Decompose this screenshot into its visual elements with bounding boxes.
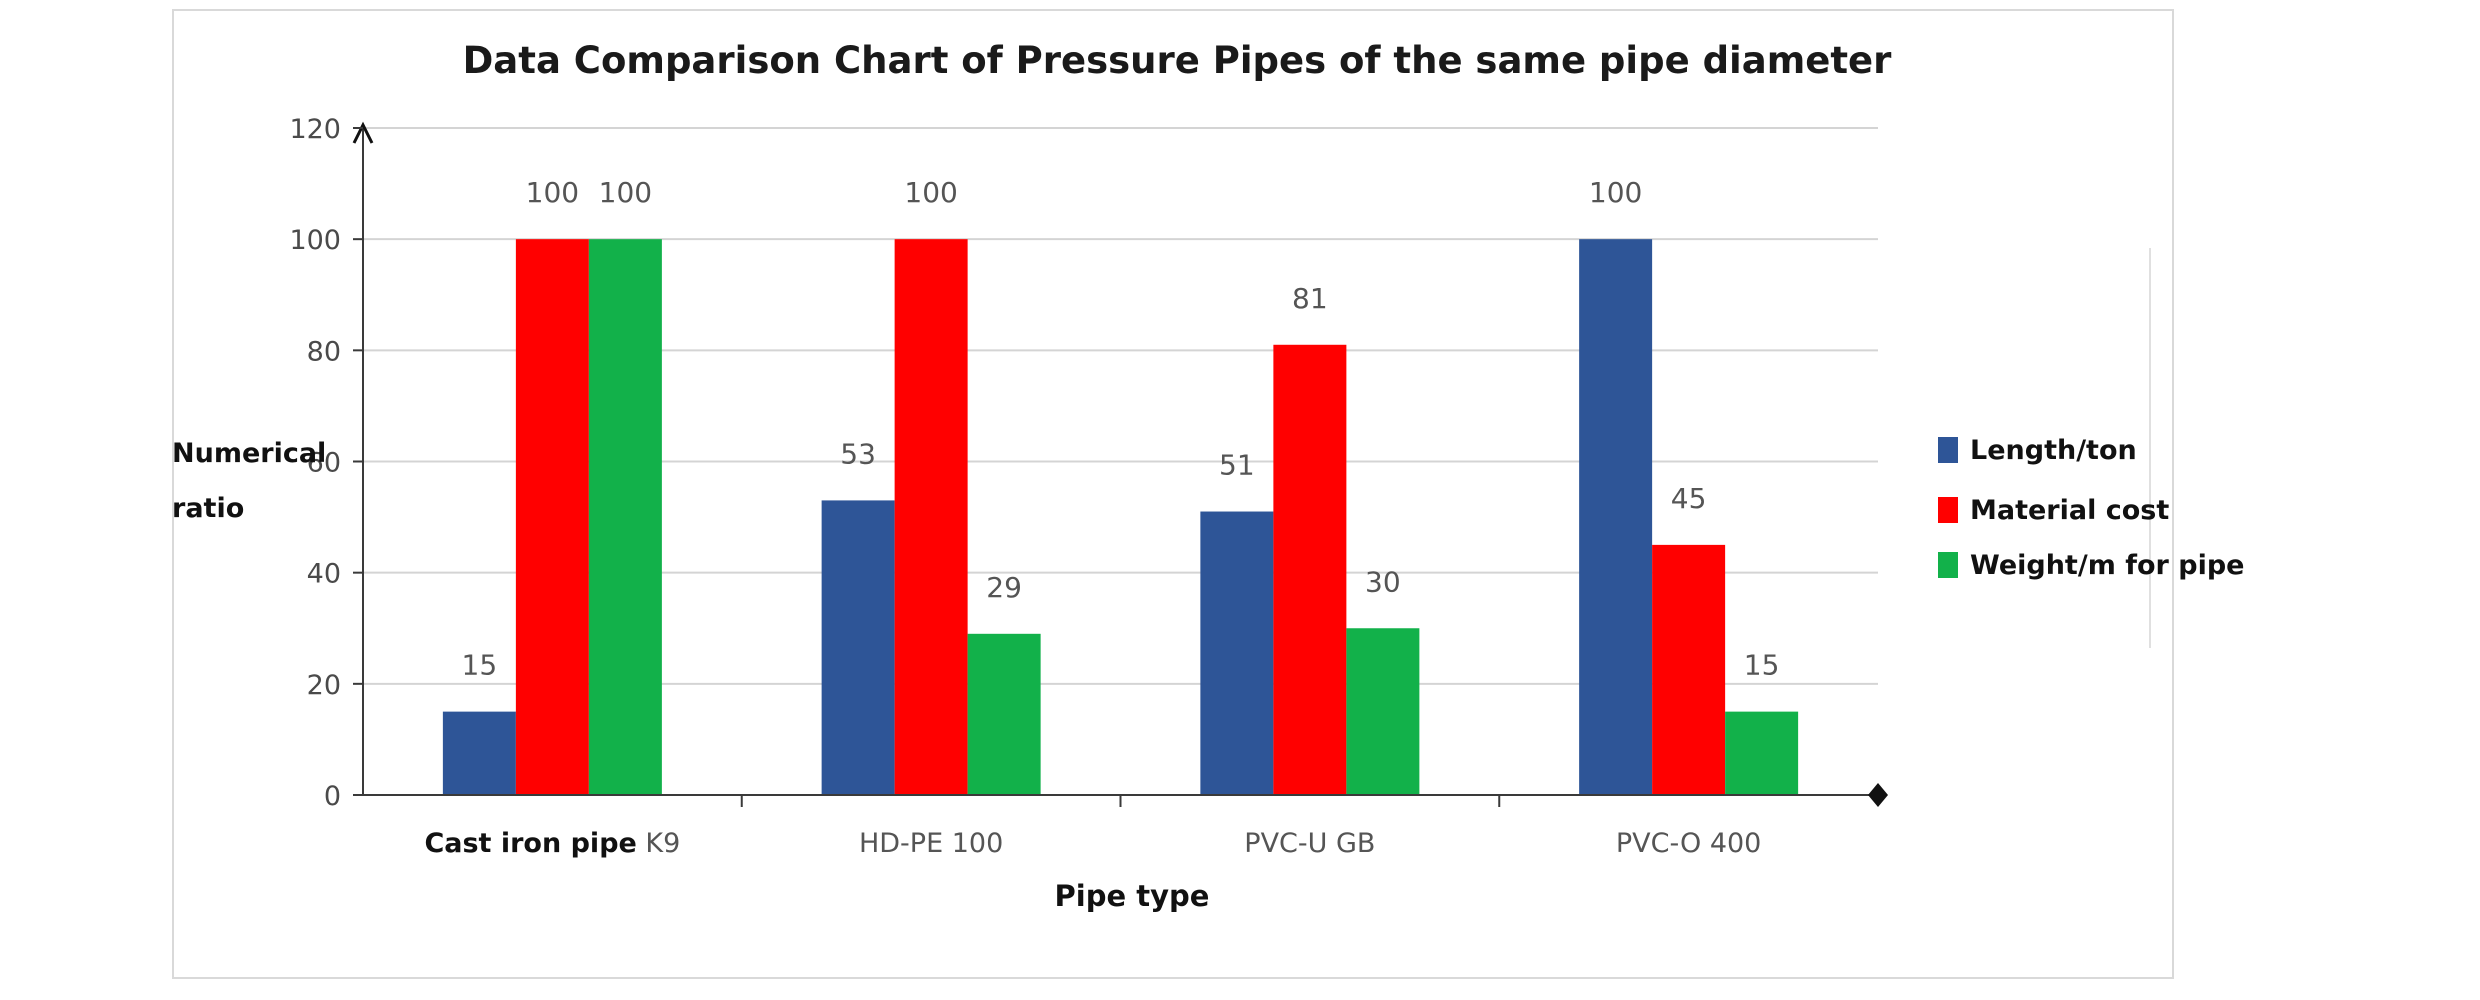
legend-swatch bbox=[1938, 437, 1958, 463]
legend-label: Weight/m for pipe bbox=[1970, 550, 2244, 581]
x-tick-label: HD-PE 100 bbox=[859, 828, 1003, 859]
x-tick-label-text: PVC-O 400 bbox=[1616, 828, 1761, 859]
data-label: 53 bbox=[840, 437, 876, 470]
data-label: 15 bbox=[1744, 649, 1780, 682]
y-axis-label-line-1: Numerical bbox=[172, 438, 326, 469]
x-tick-label: PVC-U GB bbox=[1244, 828, 1375, 859]
y-tick-label: 120 bbox=[289, 114, 341, 145]
y-axis-arrow-icon bbox=[352, 121, 374, 144]
y-tick-label: 60 bbox=[307, 448, 341, 479]
y-axis-label-line-2: ratio bbox=[172, 493, 244, 524]
data-label: 29 bbox=[986, 571, 1022, 604]
x-axis-label: Pipe type bbox=[1055, 879, 1210, 913]
x-tick-label: Cast iron pipe K9 bbox=[424, 828, 680, 859]
bars bbox=[442, 239, 1799, 795]
legend-swatch bbox=[1938, 497, 1958, 523]
x-tick-label-text: PVC-U GB bbox=[1244, 828, 1375, 859]
data-label: 100 bbox=[599, 176, 652, 209]
y-tick-label: 20 bbox=[307, 670, 341, 701]
data-labels: 15 100 100 53 100 29 51 81 30 100 45 15 bbox=[462, 176, 1780, 681]
bar-weight-m-for-pipe-3 bbox=[1725, 711, 1799, 795]
x-tick-label: PVC-O 400 bbox=[1616, 828, 1761, 859]
bar-material-cost-3 bbox=[1652, 544, 1726, 795]
data-label: 15 bbox=[462, 649, 498, 682]
x-tick-label-text: K9 bbox=[637, 828, 680, 859]
data-label: 30 bbox=[1365, 565, 1401, 598]
bar-material-cost-1 bbox=[894, 239, 968, 795]
x-tick-label-text: HD-PE 100 bbox=[859, 828, 1003, 859]
data-label: 45 bbox=[1671, 482, 1707, 515]
y-tick-label: 40 bbox=[307, 559, 341, 590]
legend-label: Length/ton bbox=[1970, 435, 2137, 466]
bar-material-cost-2 bbox=[1273, 344, 1347, 795]
bar-weight-m-for-pipe-2 bbox=[1346, 628, 1420, 795]
chart-frame bbox=[172, 9, 2174, 979]
y-tick-label: 100 bbox=[289, 225, 341, 256]
bar-length-ton-2 bbox=[1200, 511, 1274, 795]
y-tick-label: 80 bbox=[307, 336, 341, 367]
bar-weight-m-for-pipe-0 bbox=[588, 239, 662, 795]
bar-length-ton-0 bbox=[442, 711, 516, 795]
data-label: 100 bbox=[904, 176, 957, 209]
legend-label: Material cost bbox=[1970, 495, 2169, 526]
data-label: 100 bbox=[526, 176, 579, 209]
data-label: 81 bbox=[1292, 282, 1328, 315]
data-label: 100 bbox=[1589, 176, 1642, 209]
x-tick-labels: Cast iron pipe K9 HD-PE 100 PVC-U GB PVC-O … bbox=[424, 795, 1761, 859]
bar-length-ton-1 bbox=[821, 500, 895, 795]
bar-length-ton-3 bbox=[1579, 239, 1653, 795]
legend-swatch bbox=[1938, 552, 1958, 578]
bar-material-cost-0 bbox=[515, 239, 589, 795]
chart-title: Data Comparison Chart of Pressure Pipes … bbox=[463, 39, 1893, 82]
x-tick-label-bold: Cast iron pipe bbox=[424, 828, 636, 859]
data-label: 51 bbox=[1219, 449, 1255, 482]
x-axis-end-diamond-icon bbox=[1868, 783, 1888, 807]
bar-weight-m-for-pipe-1 bbox=[967, 633, 1041, 795]
y-tick-labels: 0 20 40 60 80 100 120 bbox=[289, 114, 363, 812]
y-tick-label: 0 bbox=[324, 781, 341, 812]
legend: Length/ton Material cost Weight/m for pipe bbox=[1938, 435, 2244, 581]
